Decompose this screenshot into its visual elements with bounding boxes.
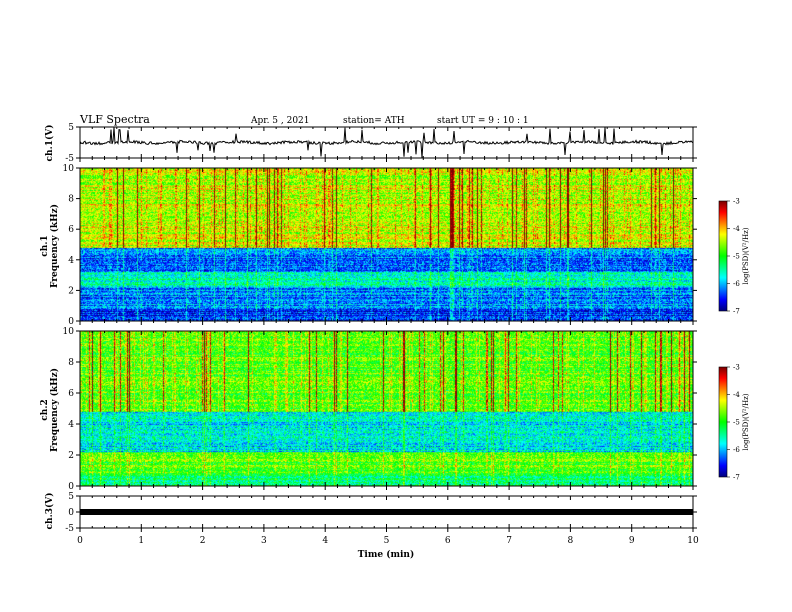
ch3-waveform-ytick-label: 5 [68,492,74,502]
ch1-colorbar-tick-label: -5 [733,253,740,261]
ch1-colorbar-tick-label: -4 [733,225,740,233]
ch2-spectrogram-ytick-label: 4 [68,420,74,430]
ch3-waveform-band [80,509,693,515]
ch1-spectrogram-ylabel-frequency: Frequency (kHz) [49,204,60,288]
x-axis-tick-label: 6 [445,536,451,546]
ch2-colorbar-label: log(PSD)(V²/Hz) [742,393,750,450]
ch2-colorbar-tick-label: -6 [733,446,740,454]
ch1-spectrogram-image [80,168,693,321]
ch1-waveform-line [79,127,694,158]
x-axis-tick-label: 3 [261,536,267,546]
ch2-spectrogram-ytick-label: 8 [68,358,74,368]
ch2-spectrogram-ytick-label: 2 [68,451,74,461]
ch2-colorbar [719,367,727,477]
station-label: station= ATH [343,116,405,126]
ch1-waveform-ytick-label: -5 [65,154,74,164]
ch2-spectrogram-ylabel-channel: ch.2 [40,399,50,420]
x-axis-tick-label: 10 [687,536,699,546]
ch1-waveform-ytick-label: 5 [68,123,74,133]
ch3-waveform-ylabel: ch.3(V) [44,493,55,530]
ch1-colorbar-tick-label: -3 [733,198,740,206]
ch2-spectrogram-ytick-label: 6 [68,389,74,399]
ch1-waveform-ylabel: ch.1(V) [44,125,55,162]
figure-title: VLF Spectra [79,113,150,126]
ch2-spectrogram-ytick-label: 0 [68,482,74,492]
x-axis-tick-label: 5 [384,536,390,546]
ch2-colorbar-tick-label: -5 [733,419,740,427]
ch2-colorbar-tick-label: -7 [733,474,740,482]
ch1-colorbar-tick-label: -6 [733,280,740,288]
ch1-colorbar-tick-label: -7 [733,308,740,316]
ch1-spectrogram-ytick-label: 6 [68,225,74,235]
ch1-spectrogram-ytick-label: 8 [68,195,74,205]
ch3-waveform-ytick-label: 0 [68,508,74,518]
x-axis-label: Time (min) [358,549,415,560]
ch3-waveform-ytick-label: -5 [65,524,74,534]
ch1-spectrogram-ytick-label: 2 [68,286,74,296]
ch1-spectrogram-ytick-label: 0 [68,317,74,327]
ch2-colorbar-tick-label: -3 [733,364,740,372]
x-axis-tick-label: 8 [568,536,574,546]
ch2-spectrogram-image [80,331,693,486]
start-time-label: start UT = 9 : 10 : 1 [437,116,529,126]
x-axis-tick-label: 2 [200,536,206,546]
x-axis-tick-label: 7 [506,536,512,546]
x-axis-tick-label: 9 [629,536,635,546]
x-axis-tick-label: 0 [77,536,83,546]
ch2-colorbar-tick-label: -4 [733,391,740,399]
x-axis-tick-label: 4 [322,536,328,546]
ch2-spectrogram-ylabel-frequency: Frequency (kHz) [49,368,60,452]
ch1-spectrogram-ytick-label: 10 [63,164,75,174]
x-axis-tick-label: 1 [138,536,144,546]
ch1-colorbar-label: log(PSD)(V²/Hz) [742,227,750,284]
ch2-spectrogram-ytick-label: 10 [63,327,75,337]
ch1-spectrogram-ylabel-channel: ch.1 [40,235,50,256]
ch1-colorbar [719,201,727,311]
ch1-spectrogram-ytick-label: 4 [68,256,74,266]
date-label: Apr. 5 , 2021 [250,116,310,126]
